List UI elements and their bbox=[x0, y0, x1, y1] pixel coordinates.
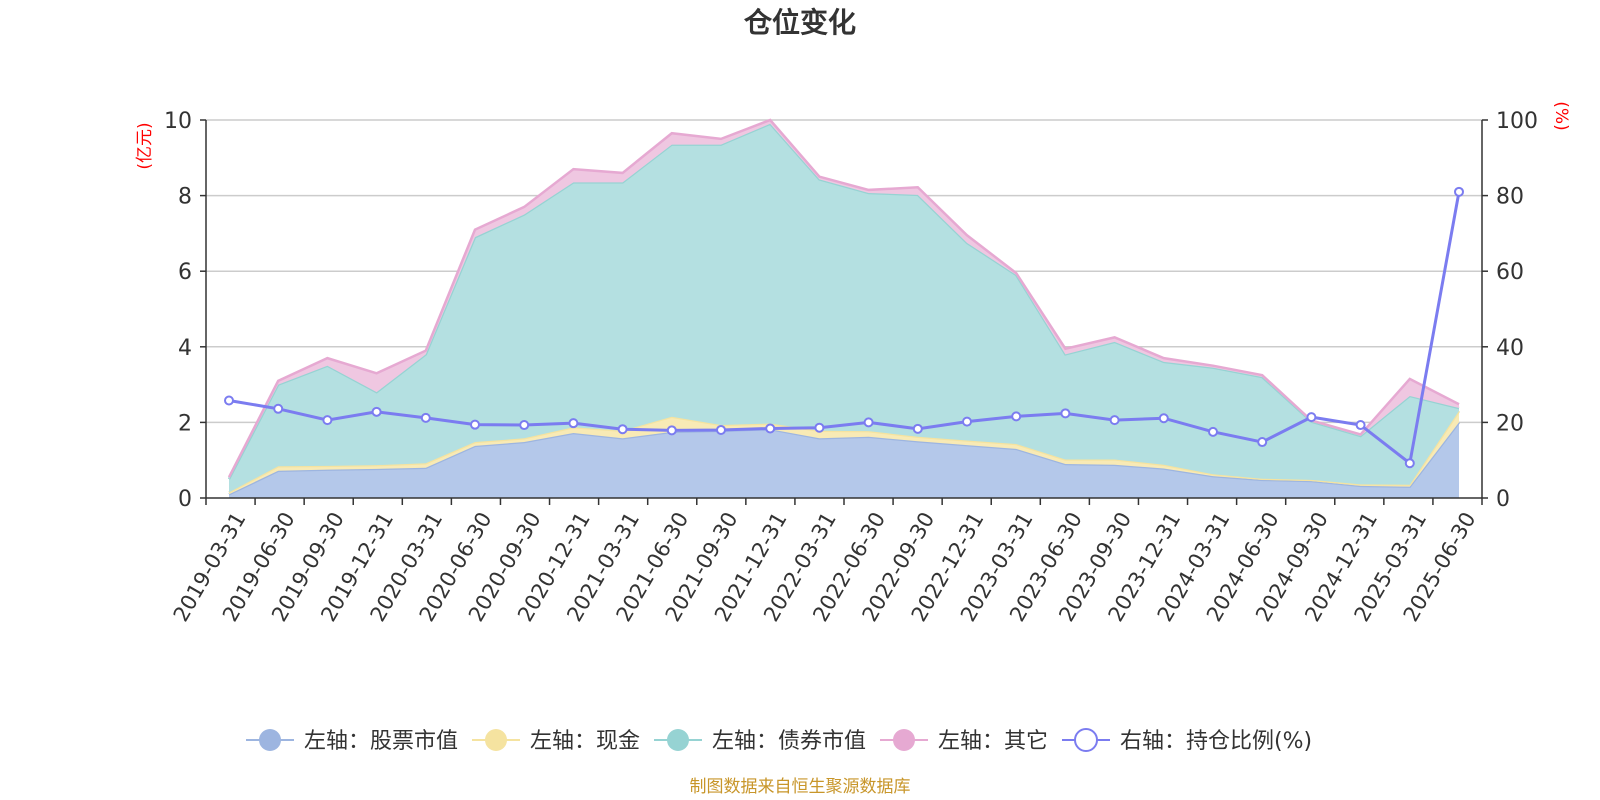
legend-item-3[interactable]: 左轴：债券市值 bbox=[654, 729, 866, 754]
ratio-point[interactable] bbox=[863, 417, 874, 428]
legend-item-2[interactable]: 左轴：现金 bbox=[472, 729, 640, 754]
legend: 左轴：股票市值 左轴：现金 左轴：债券市值 左轴：其它 右轴：持仓比例(%) bbox=[246, 728, 1312, 754]
left-tick-label: 8 bbox=[178, 185, 192, 210]
area-edge-series-4 bbox=[227, 118, 1460, 478]
legend-item-5[interactable]: 右轴：持仓比例(%) bbox=[1062, 728, 1312, 754]
ratio-point[interactable] bbox=[962, 416, 972, 427]
ratio-point[interactable] bbox=[420, 412, 431, 423]
ratio-point[interactable] bbox=[224, 395, 234, 406]
area-series-1 bbox=[229, 422, 1459, 498]
left-tick-label: 10 bbox=[164, 109, 192, 134]
ratio-point[interactable] bbox=[1404, 458, 1415, 469]
legend-label: 左轴：股票市值 bbox=[304, 729, 458, 754]
left-tick-label: 4 bbox=[178, 336, 192, 361]
ratio-point[interactable] bbox=[814, 422, 825, 433]
ratio-point[interactable] bbox=[1306, 412, 1317, 423]
chart-title: 仓位变化 bbox=[744, 6, 856, 39]
right-tick-label: 100 bbox=[1496, 109, 1538, 134]
right-tick-label: 20 bbox=[1496, 411, 1524, 436]
ratio-point[interactable] bbox=[1355, 420, 1366, 431]
ratio-point[interactable] bbox=[1060, 408, 1071, 419]
ratio-line-path bbox=[228, 191, 1461, 466]
area-series-3 bbox=[229, 123, 1459, 493]
legend-marker bbox=[485, 729, 507, 751]
legend-marker bbox=[667, 729, 689, 751]
left-axis-unit: (亿元) bbox=[135, 122, 155, 169]
legend-item-1[interactable]: 左轴：股票市值 bbox=[246, 729, 458, 754]
legend-label: 左轴：其它 bbox=[938, 729, 1048, 754]
ratio-point[interactable] bbox=[1257, 437, 1268, 448]
ratio-line bbox=[224, 186, 1464, 469]
legend-marker bbox=[259, 729, 281, 751]
ratio-point[interactable] bbox=[617, 424, 628, 435]
right-tick-label: 60 bbox=[1496, 260, 1524, 285]
legend-marker bbox=[1074, 728, 1098, 752]
ratio-point[interactable] bbox=[1158, 413, 1169, 424]
ratio-point[interactable] bbox=[912, 423, 923, 434]
legend-label: 右轴：持仓比例(%) bbox=[1120, 729, 1312, 754]
legend-label: 左轴：现金 bbox=[530, 729, 640, 754]
ratio-point[interactable] bbox=[1011, 411, 1022, 422]
right-tick-label: 40 bbox=[1496, 336, 1524, 361]
ratio-point[interactable] bbox=[765, 423, 776, 434]
right-tick-label: 0 bbox=[1496, 487, 1510, 512]
left-tick-label: 6 bbox=[178, 260, 192, 285]
legend-marker bbox=[893, 729, 915, 751]
ratio-point[interactable] bbox=[470, 419, 480, 430]
right-tick-label: 80 bbox=[1496, 185, 1524, 210]
right-axis-unit: (%) bbox=[1551, 101, 1571, 130]
ratio-point[interactable] bbox=[371, 406, 382, 417]
ratio-point[interactable] bbox=[1454, 186, 1464, 197]
ratio-point[interactable] bbox=[666, 425, 677, 436]
stacked-areas bbox=[227, 118, 1461, 498]
ratio-point[interactable] bbox=[273, 403, 284, 414]
ratio-point[interactable] bbox=[519, 420, 530, 431]
ratio-point[interactable] bbox=[716, 424, 726, 435]
left-tick-label: 2 bbox=[178, 411, 192, 436]
legend-item-4[interactable]: 左轴：其它 bbox=[880, 729, 1048, 754]
source-note: 制图数据来自恒生聚源数据库 bbox=[690, 777, 911, 797]
legend-label: 左轴：债券市值 bbox=[712, 729, 866, 754]
ratio-point[interactable] bbox=[1109, 415, 1120, 426]
left-tick-label: 0 bbox=[178, 487, 192, 512]
ratio-point[interactable] bbox=[1208, 426, 1218, 437]
ratio-point[interactable] bbox=[568, 418, 579, 429]
ratio-point[interactable] bbox=[322, 415, 333, 426]
